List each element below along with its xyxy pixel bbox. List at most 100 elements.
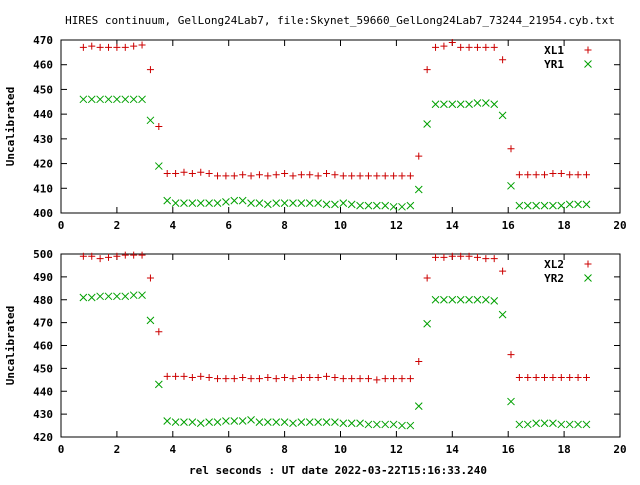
- data-point: [247, 415, 255, 424]
- data-point: [314, 374, 322, 382]
- data-point: [499, 56, 507, 64]
- data-point: [105, 43, 113, 51]
- y-tick-label: 480: [33, 294, 53, 307]
- data-point: [398, 421, 406, 430]
- data-point: [390, 172, 398, 180]
- x-tick-label: 14: [446, 219, 460, 232]
- x-tick-label: 4: [169, 219, 176, 232]
- data-point: [432, 43, 440, 51]
- data-point: [239, 171, 247, 179]
- data-point: [155, 328, 163, 336]
- data-point: [473, 99, 482, 107]
- data-point: [339, 199, 348, 207]
- x-tick-label: 2: [114, 219, 121, 232]
- data-point: [431, 100, 440, 109]
- top-panel: 0 2 4 6 8 10 12 14 16 18 20 400 410 420 430 440 450 460 47…: [4, 34, 627, 232]
- data-point: [523, 201, 532, 210]
- data-point: [222, 172, 230, 180]
- data-point: [523, 420, 532, 429]
- data-point: [431, 295, 440, 304]
- data-point: [88, 252, 96, 260]
- data-point: [565, 200, 574, 209]
- data-point: [323, 169, 331, 177]
- data-point: [532, 171, 540, 179]
- data-point: [364, 420, 373, 429]
- legend-label: XL1: [544, 44, 564, 57]
- data-point: [188, 169, 196, 177]
- data-point: [130, 42, 138, 50]
- x-tick-label: 10: [334, 219, 347, 232]
- data-point: [566, 374, 574, 382]
- data-point: [264, 172, 272, 180]
- legend-marker: [584, 274, 592, 282]
- data-point: [448, 252, 456, 260]
- chart-title: HIRES continuum, GelLong24Lab7, file:Sky…: [65, 14, 615, 27]
- data-point: [230, 417, 239, 425]
- data-point: [121, 95, 130, 104]
- data-point: [574, 200, 582, 209]
- legend-marker: [584, 260, 592, 268]
- data-point: [96, 255, 104, 263]
- data-point: [381, 201, 390, 210]
- data-point: [364, 375, 372, 383]
- data-point: [197, 168, 205, 176]
- data-point: [222, 417, 230, 425]
- data-point: [214, 375, 222, 383]
- data-point: [87, 293, 96, 302]
- data-point: [238, 196, 247, 205]
- x-tick-label: 6: [225, 443, 232, 456]
- data-point: [339, 172, 347, 180]
- data-point: [356, 172, 364, 180]
- legend-label: YR1: [544, 58, 564, 71]
- data-point: [448, 100, 457, 109]
- data-point: [121, 43, 129, 51]
- data-point: [272, 375, 280, 383]
- y-tick-label: 450: [33, 83, 53, 96]
- y-tick-label: 430: [33, 408, 53, 421]
- data-point: [163, 169, 171, 177]
- data-point: [348, 375, 356, 383]
- data-point: [582, 374, 590, 382]
- data-point: [146, 274, 154, 282]
- y-tick-label: 470: [33, 317, 53, 330]
- data-point: [113, 95, 121, 104]
- data-point: [473, 253, 481, 261]
- data-point: [129, 291, 138, 300]
- data-point: [490, 100, 499, 109]
- x-tick-label: 4: [169, 443, 176, 456]
- data-point: [96, 292, 104, 301]
- data-point: [113, 252, 121, 260]
- data-point: [347, 200, 356, 209]
- data-point: [314, 172, 322, 180]
- data-point: [297, 418, 306, 426]
- y-axis-label: Uncalibrated: [4, 87, 17, 166]
- data-point: [389, 202, 398, 211]
- data-point: [432, 253, 440, 261]
- data-point: [499, 267, 507, 275]
- data-point: [348, 172, 356, 180]
- data-point: [222, 375, 230, 383]
- x-tick-label: 20: [613, 219, 626, 232]
- data-point: [79, 95, 88, 104]
- data-point: [272, 199, 281, 207]
- y-tick-label: 500: [33, 248, 53, 261]
- data-point: [490, 255, 498, 263]
- legend-marker: [584, 60, 592, 68]
- data-point: [373, 376, 381, 384]
- data-point: [155, 123, 163, 130]
- data-point: [171, 418, 180, 426]
- data-point: [105, 253, 113, 261]
- x-tick-label: 18: [557, 443, 570, 456]
- x-tick-label: 16: [502, 443, 516, 456]
- data-point: [364, 201, 373, 210]
- data-point: [222, 198, 230, 206]
- data-point: [406, 375, 414, 383]
- data-point: [574, 420, 582, 429]
- data-point: [582, 171, 590, 179]
- data-point: [373, 172, 381, 180]
- data-point: [130, 251, 138, 259]
- data-point: [372, 201, 381, 210]
- data-point: [205, 199, 213, 207]
- x-tick-label: 8: [281, 219, 288, 232]
- x-tick-label: 2: [114, 443, 121, 456]
